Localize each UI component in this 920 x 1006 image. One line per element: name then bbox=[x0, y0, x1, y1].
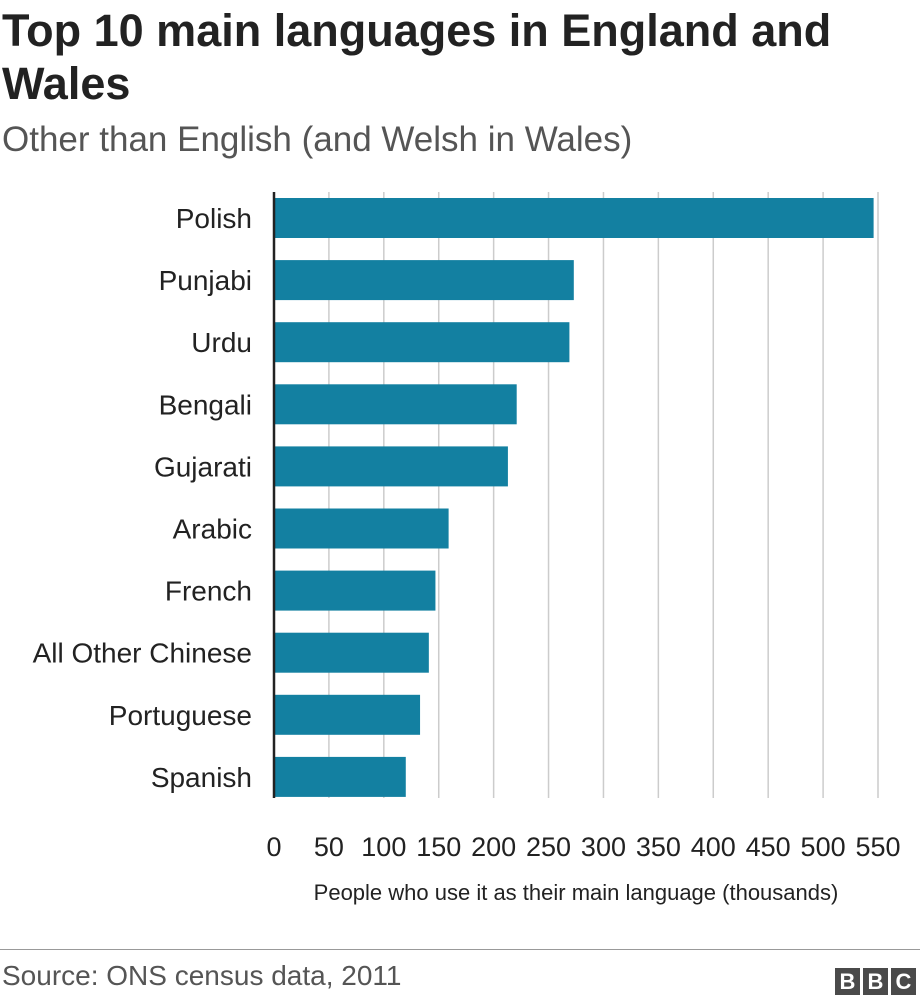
bar bbox=[274, 756, 406, 797]
x-tick-label: 300 bbox=[581, 832, 626, 862]
x-axis-title: People who use it as their main language… bbox=[314, 880, 839, 905]
category-label: Portuguese bbox=[109, 700, 252, 731]
bar bbox=[274, 198, 874, 238]
bbc-logo-letter: B bbox=[835, 968, 860, 995]
x-tick-label: 400 bbox=[691, 832, 736, 862]
bar bbox=[274, 446, 508, 487]
category-label: All Other Chinese bbox=[33, 638, 252, 669]
category-label: French bbox=[165, 576, 252, 607]
category-label: Urdu bbox=[191, 327, 252, 358]
category-label: Punjabi bbox=[159, 265, 252, 296]
bars bbox=[274, 198, 874, 797]
x-tick-label: 550 bbox=[855, 832, 900, 862]
x-tick-label: 150 bbox=[416, 832, 461, 862]
category-label: Gujarati bbox=[154, 451, 252, 482]
bar bbox=[274, 384, 517, 425]
category-label: Polish bbox=[176, 203, 252, 234]
bbc-logo-letter: B bbox=[863, 968, 888, 995]
bar bbox=[274, 322, 570, 363]
bar bbox=[274, 632, 429, 673]
category-labels: Polish Punjabi Urdu Bengali Gujarati Arabic Fr… bbox=[33, 203, 252, 793]
x-tick-label: 100 bbox=[361, 832, 406, 862]
x-tick-label: 250 bbox=[526, 832, 571, 862]
chart-subtitle: Other than English (and Welsh in Wales) bbox=[2, 120, 633, 159]
bar bbox=[274, 570, 436, 611]
footer-divider bbox=[0, 949, 920, 950]
bar bbox=[274, 508, 449, 549]
x-tick-label: 200 bbox=[471, 832, 516, 862]
chart-title: Top 10 main languages in England and Wal… bbox=[2, 5, 832, 109]
bar-chart: Polish Punjabi Urdu Bengali Gujarati Arabic Fr… bbox=[33, 192, 901, 905]
category-label: Bengali bbox=[159, 389, 252, 420]
x-tick-label: 350 bbox=[636, 832, 681, 862]
category-label: Spanish bbox=[151, 762, 252, 793]
x-tick-label: 50 bbox=[314, 832, 344, 862]
category-label: Arabic bbox=[173, 514, 252, 545]
x-tick-label: 450 bbox=[746, 832, 791, 862]
bbc-logo: B B C bbox=[835, 968, 916, 995]
bar bbox=[274, 260, 574, 301]
bbc-logo-letter: C bbox=[891, 968, 916, 995]
bar bbox=[274, 694, 421, 735]
x-tick-labels: 0 50 100 150 200 250 300 350 400 450 500 550 bbox=[266, 832, 900, 862]
x-tick-label: 500 bbox=[801, 832, 846, 862]
source-note: Source: ONS census data, 2011 bbox=[2, 960, 402, 991]
x-tick-label: 0 bbox=[266, 832, 281, 862]
